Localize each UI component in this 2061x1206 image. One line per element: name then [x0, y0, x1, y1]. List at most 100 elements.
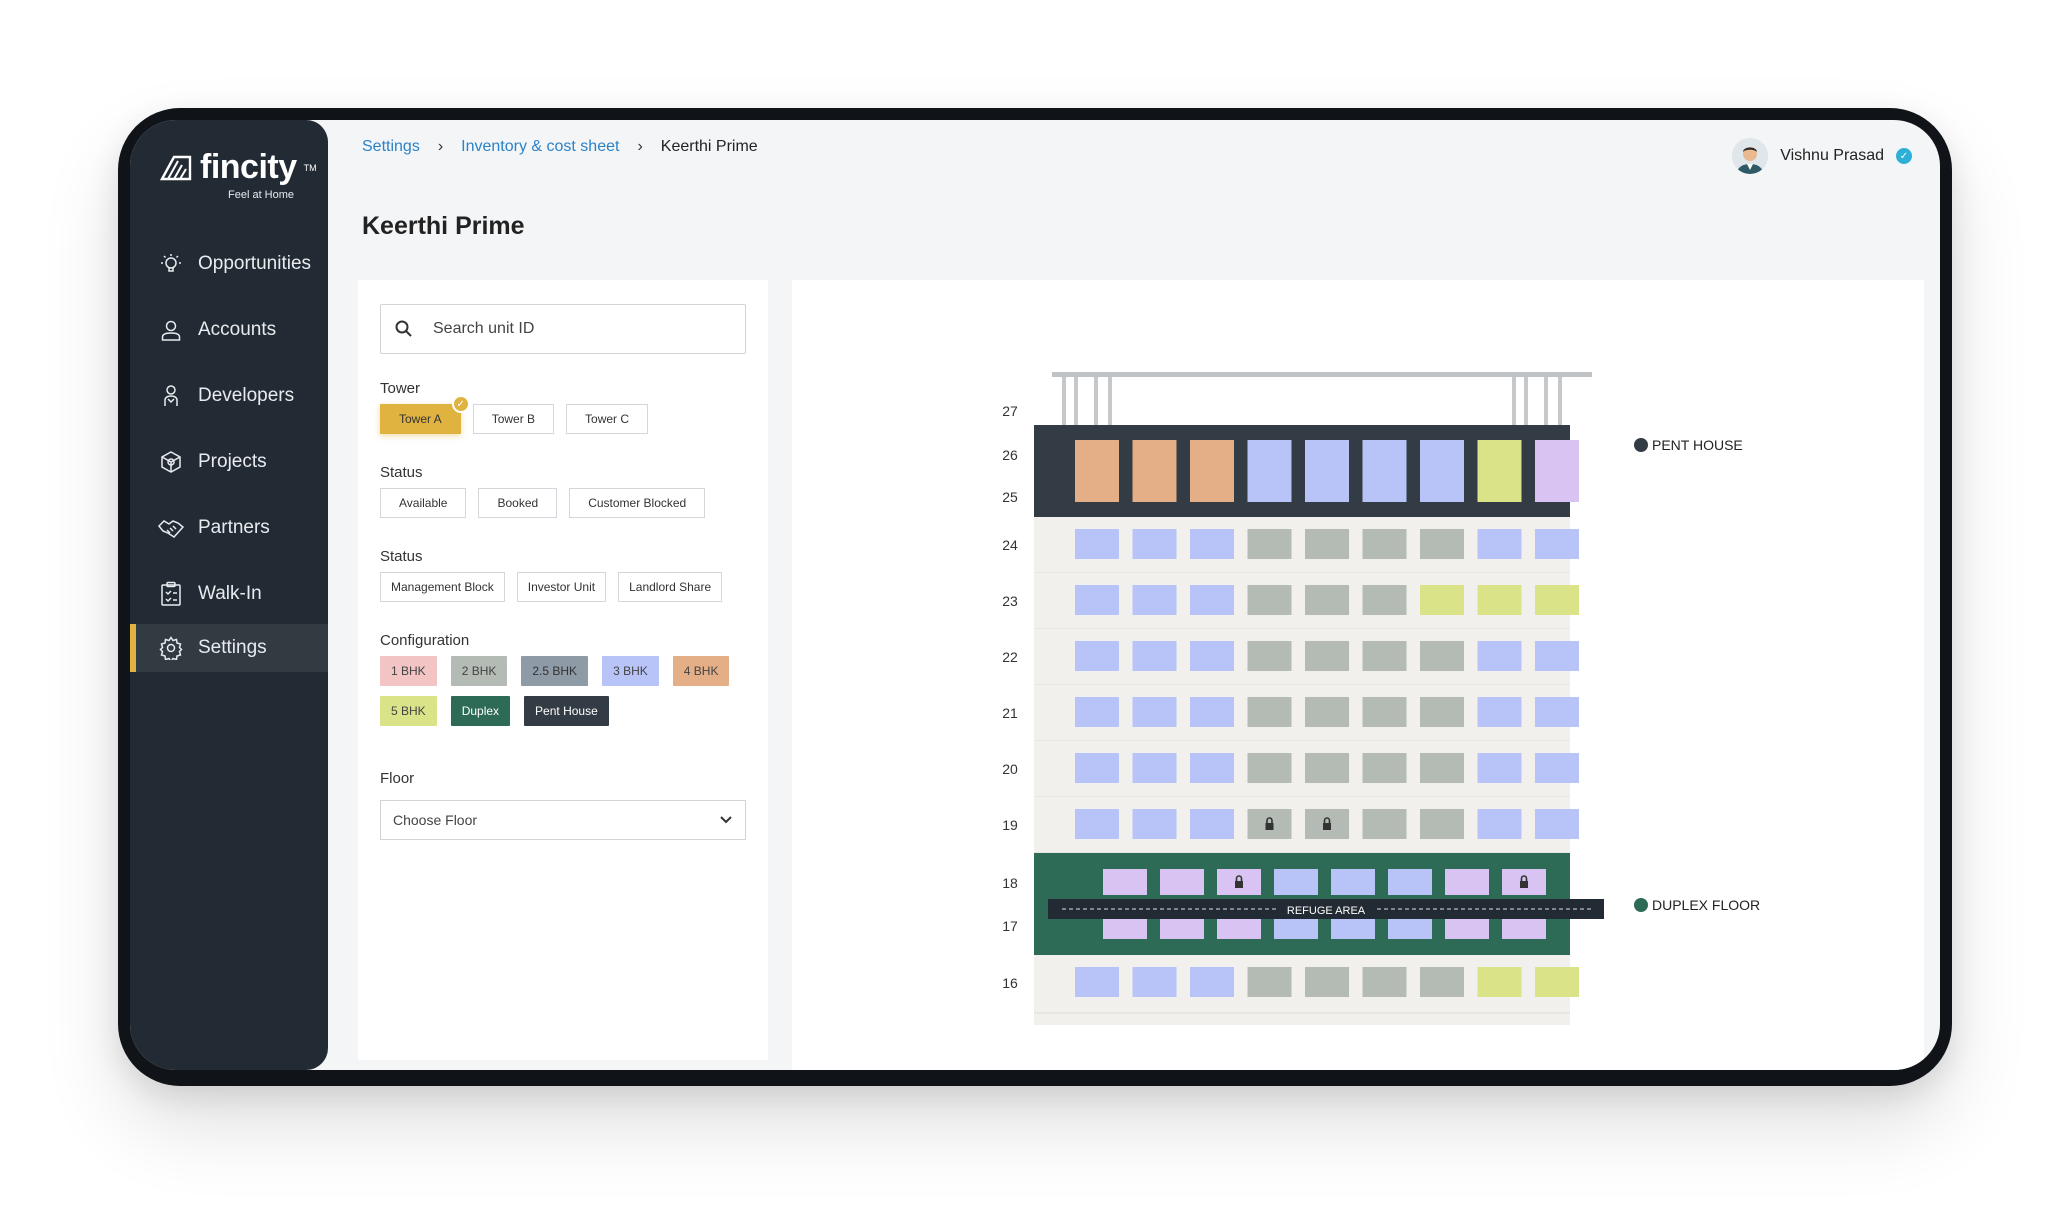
unit-cell[interactable]: [1388, 869, 1432, 895]
unit-cell[interactable]: [1305, 440, 1349, 502]
sidebar-item-settings[interactable]: Settings: [130, 624, 328, 672]
unit-cell[interactable]: [1445, 869, 1489, 895]
unit-cell[interactable]: [1420, 967, 1464, 997]
unit-cell[interactable]: [1362, 585, 1407, 615]
unit-cell[interactable]: [1190, 585, 1234, 615]
unit-cell[interactable]: [1477, 440, 1522, 502]
config-chip-5-bhk[interactable]: 5 BHK: [380, 696, 437, 726]
unit-cell[interactable]: [1362, 967, 1407, 997]
unit-cell[interactable]: [1362, 753, 1407, 783]
unit-cell[interactable]: [1305, 529, 1349, 559]
unit-cell[interactable]: [1420, 585, 1464, 615]
breadcrumb-settings[interactable]: Settings: [362, 138, 420, 155]
unit-cell[interactable]: [1075, 753, 1119, 783]
unit-cell[interactable]: [1160, 919, 1204, 939]
unit-cell[interactable]: [1420, 809, 1464, 839]
unit-cell[interactable]: [1477, 529, 1522, 559]
unit-cell[interactable]: [1305, 697, 1349, 727]
unit-cell[interactable]: [1217, 919, 1261, 939]
sidebar-item-walk-in[interactable]: Walk-In: [130, 570, 328, 618]
unit-cell[interactable]: [1535, 585, 1579, 615]
management-block-chip[interactable]: Management Block: [380, 572, 505, 602]
unit-cell[interactable]: [1535, 529, 1579, 559]
sidebar-item-accounts[interactable]: Accounts: [130, 306, 328, 354]
booked-chip[interactable]: Booked: [478, 488, 558, 518]
config-chip-2-5-bhk[interactable]: 2.5 BHK: [521, 656, 589, 686]
unit-cell[interactable]: [1190, 753, 1234, 783]
unit-cell[interactable]: [1274, 869, 1318, 895]
search-input[interactable]: [433, 320, 733, 338]
unit-cell[interactable]: [1477, 697, 1522, 727]
config-chip-3-bhk[interactable]: 3 BHK: [602, 656, 659, 686]
unit-cell[interactable]: [1132, 809, 1177, 839]
unit-cell[interactable]: [1535, 967, 1579, 997]
unit-cell[interactable]: [1420, 697, 1464, 727]
unit-cell[interactable]: [1477, 753, 1522, 783]
unit-cell[interactable]: [1362, 809, 1407, 839]
tower-a-chip[interactable]: Tower A ✓: [380, 395, 470, 434]
unit-cell[interactable]: [1075, 585, 1119, 615]
unit-cell[interactable]: [1477, 585, 1522, 615]
unit-cell[interactable]: [1305, 967, 1349, 997]
unit-cell[interactable]: [1075, 641, 1119, 671]
unit-cell[interactable]: [1132, 641, 1177, 671]
user-profile[interactable]: Vishnu Prasad ✓: [1732, 138, 1912, 174]
unit-cell[interactable]: [1362, 440, 1407, 502]
unit-cell[interactable]: [1075, 529, 1119, 559]
tower-c-chip[interactable]: Tower C: [566, 404, 649, 434]
unit-cell[interactable]: [1477, 809, 1522, 839]
unit-cell[interactable]: [1274, 919, 1318, 939]
unit-cell[interactable]: [1190, 967, 1234, 997]
investor-unit-chip[interactable]: Investor Unit: [516, 572, 607, 602]
config-chip-duplex[interactable]: Duplex: [450, 696, 511, 726]
config-chip-pent-house[interactable]: Pent House: [524, 696, 609, 726]
unit-cell[interactable]: [1075, 809, 1119, 839]
unit-cell[interactable]: [1247, 641, 1292, 671]
unit-cell[interactable]: [1132, 753, 1177, 783]
unit-cell[interactable]: [1190, 697, 1234, 727]
unit-cell[interactable]: [1477, 967, 1522, 997]
unit-cell[interactable]: [1362, 641, 1407, 671]
unit-cell[interactable]: [1247, 697, 1292, 727]
unit-cell[interactable]: [1420, 753, 1464, 783]
unit-cell[interactable]: [1305, 585, 1349, 615]
unit-cell[interactable]: [1132, 967, 1177, 997]
tower-b-chip[interactable]: Tower B: [472, 404, 555, 434]
unit-cell[interactable]: [1190, 440, 1234, 502]
unit-cell[interactable]: [1247, 585, 1292, 615]
unit-cell[interactable]: [1305, 641, 1349, 671]
unit-cell[interactable]: [1190, 641, 1234, 671]
unit-cell[interactable]: [1420, 641, 1464, 671]
unit-cell[interactable]: [1103, 869, 1147, 895]
unit-cell[interactable]: [1420, 529, 1464, 559]
unit-cell[interactable]: [1535, 697, 1579, 727]
unit-cell[interactable]: [1362, 529, 1407, 559]
unit-cell[interactable]: [1535, 809, 1579, 839]
unit-cell[interactable]: [1247, 529, 1292, 559]
unit-cell[interactable]: [1420, 440, 1464, 502]
sidebar-item-projects[interactable]: Projects: [130, 438, 328, 486]
brand-logo[interactable]: fincity TM Feel at Home: [160, 148, 317, 201]
unit-cell[interactable]: [1103, 919, 1147, 939]
unit-cell[interactable]: [1535, 641, 1579, 671]
unit-cell[interactable]: [1305, 753, 1349, 783]
unit-cell[interactable]: [1388, 919, 1432, 939]
unit-cell[interactable]: [1190, 809, 1234, 839]
unit-cell[interactable]: [1247, 753, 1292, 783]
landlord-share-chip[interactable]: Landlord Share: [618, 572, 723, 602]
unit-cell[interactable]: [1075, 440, 1119, 502]
unit-cell[interactable]: [1247, 440, 1292, 502]
unit-cell[interactable]: [1362, 697, 1407, 727]
available-chip[interactable]: Available: [380, 488, 467, 518]
config-chip-1-bhk[interactable]: 1 BHK: [380, 656, 437, 686]
unit-cell[interactable]: [1331, 869, 1375, 895]
avatar[interactable]: [1732, 138, 1769, 174]
unit-cell[interactable]: [1535, 440, 1579, 502]
sidebar-item-opportunities[interactable]: Opportunities: [130, 240, 328, 288]
unit-cell[interactable]: [1075, 967, 1119, 997]
floor-select[interactable]: Choose Floor: [380, 800, 746, 840]
unit-cell[interactable]: [1132, 529, 1177, 559]
unit-cell[interactable]: [1132, 585, 1177, 615]
breadcrumb-inventory[interactable]: Inventory & cost sheet: [461, 138, 620, 155]
unit-cell[interactable]: [1132, 697, 1177, 727]
